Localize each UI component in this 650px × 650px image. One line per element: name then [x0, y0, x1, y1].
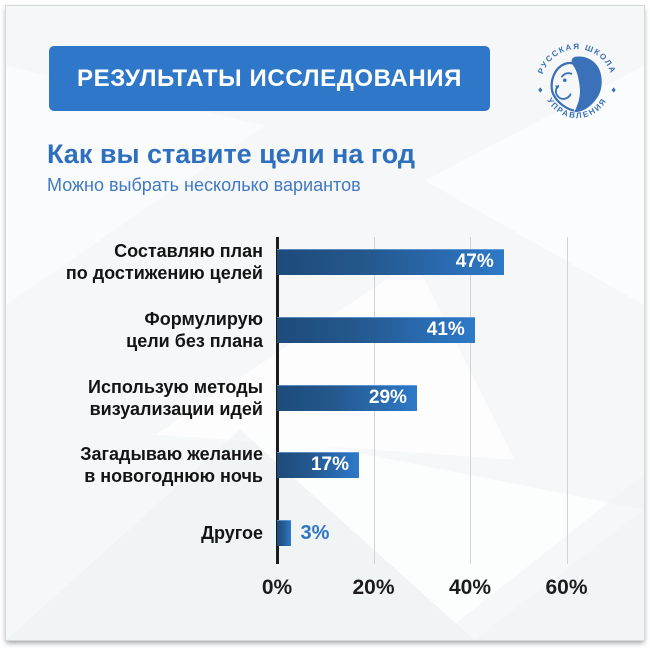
school-logo: РУССКАЯ ШКОЛА УПРАВЛЕНИЯ	[536, 42, 616, 120]
gridline	[566, 237, 568, 564]
banner-title: РЕЗУЛЬТАТЫ ИССЛЕДОВАНИЯ	[77, 64, 462, 92]
bar-category-label: Загадываю желание в новогоднюю ночь	[80, 444, 263, 487]
page-subtitle: Можно выбрать несколько вариантов	[47, 175, 361, 195]
bar-value-label: 47%	[455, 251, 494, 272]
bar-value-label: 41%	[426, 318, 465, 340]
bar-category-label: Другое	[201, 523, 263, 543]
bar-value-label: 3%	[300, 522, 330, 544]
bar-category-label: Составляю план по достижению целей	[65, 241, 263, 283]
header-banner: РЕЗУЛЬТАТЫ ИССЛЕДОВАНИЯ	[49, 46, 490, 111]
bar-chart: 0% 20% 40% 60% Составляю план по достижению …	[6, 6, 644, 640]
content-card: РЕЗУЛЬТАТЫ ИССЛЕДОВАНИЯ РУССКАЯ ШКОЛА УП…	[5, 5, 645, 641]
bar	[277, 520, 292, 546]
page-title: Как вы ставите цели на год	[47, 139, 416, 169]
gridline	[470, 237, 471, 564]
bar: 41%	[277, 316, 475, 343]
x-tick-label: 0%	[261, 576, 293, 599]
bar-value-label: 29%	[368, 386, 407, 408]
x-tick-label: 60%	[545, 576, 588, 599]
x-tick-label: 20%	[352, 576, 395, 599]
x-tick-label: 40%	[448, 576, 492, 599]
logo-right-diamond-icon	[611, 87, 616, 93]
logo-left-diamond-icon	[538, 87, 543, 93]
bar-value-label: 17%	[310, 454, 350, 476]
bar-category-label: Формулирую цели без плана	[126, 308, 263, 351]
bar: 29%	[277, 384, 417, 411]
lion-icon	[550, 56, 602, 113]
bar: 47%	[277, 249, 504, 275]
bar: 17%	[277, 452, 360, 479]
bar-category-label: Использую методы визуализации идей	[88, 376, 263, 419]
